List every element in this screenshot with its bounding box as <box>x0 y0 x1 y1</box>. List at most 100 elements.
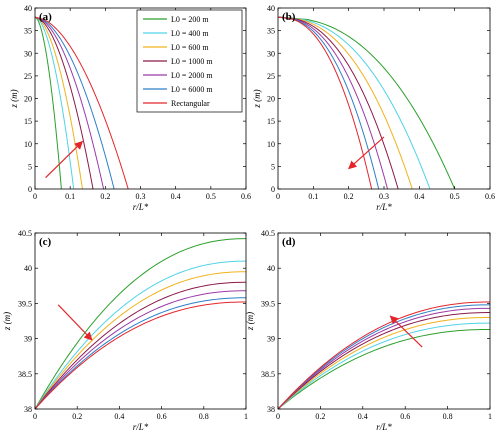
y-tick-label: 15 <box>24 117 32 126</box>
x-tick-label: 0.6 <box>241 192 251 201</box>
x-tick-label: 0.4 <box>358 412 368 421</box>
x-tick-label: 0.4 <box>171 192 181 201</box>
x-tick-label: 0 <box>33 192 37 201</box>
legend-entry: L0 = 200 m <box>171 15 209 24</box>
legend-entry: L0 = 2000 m <box>171 71 213 80</box>
panel-c: 0 0.2 0.4 0.6 0.8 1 38 38.5 39 39.5 40 40.5 r/L* z (m… <box>2 229 248 432</box>
series-line-4 <box>277 16 399 190</box>
y-tick-label: 39.5 <box>18 299 32 308</box>
y-tick-label: 39 <box>24 335 32 344</box>
series-line-3 <box>277 16 413 190</box>
x-tick-label: 0.4 <box>114 412 124 421</box>
series-line-4 <box>34 281 247 410</box>
legend-entry: L0 = 6000 m <box>171 85 213 94</box>
series-line-4 <box>34 16 94 190</box>
y-tick-label: 10 <box>24 140 32 149</box>
y-tick-label: 30 <box>24 49 32 58</box>
x-tick-label: 0.1 <box>308 192 318 201</box>
series-line-7 <box>277 16 373 190</box>
series-line-2 <box>277 322 491 410</box>
x-axis-label: r/L* <box>133 202 149 212</box>
x-axis-label: r/L* <box>376 202 392 212</box>
y-tick-label: 35 <box>267 27 275 36</box>
series-line-6 <box>277 16 380 190</box>
series-line-2 <box>34 16 75 190</box>
y-tick-label: 20 <box>267 95 275 104</box>
series-line-2 <box>34 260 247 410</box>
legend: L0 = 200 m L0 = 400 m L0 = 600 m L0 = 1000 … <box>136 9 243 113</box>
plot-frame <box>34 232 247 410</box>
x-tick-label: 0.1 <box>65 192 75 201</box>
x-tick-label: 0.2 <box>315 412 325 421</box>
panel-label: (c) <box>39 236 52 248</box>
y-tick-label: 38.5 <box>261 370 275 379</box>
x-tick-label: 0.3 <box>136 192 146 201</box>
y-tick-label: 25 <box>267 72 275 81</box>
x-tick-label: 0.5 <box>206 192 216 201</box>
x-tick-label: 0.4 <box>414 192 424 201</box>
series-line-7 <box>34 301 247 410</box>
legend-entry: L0 = 1000 m <box>171 57 213 66</box>
x-tick-label: 0.2 <box>72 412 82 421</box>
x-tick-label: 0.5 <box>450 192 460 201</box>
y-tick-label: 20 <box>24 95 32 104</box>
y-axis-label: z (m) <box>245 312 255 331</box>
y-tick-label: 0 <box>28 185 32 194</box>
trend-arrow <box>45 140 84 179</box>
y-tick-label: 40 <box>24 4 32 13</box>
y-tick-label: 25 <box>24 72 32 81</box>
panel-d: 0 0.2 0.4 0.6 0.8 1 38 38.5 39 39.5 40 40.5 r/L* z (m… <box>245 229 492 432</box>
series-line-1 <box>34 16 62 190</box>
trend-arrow <box>57 304 93 341</box>
y-tick-label: 40 <box>267 4 275 13</box>
x-tick-label: 0 <box>276 192 280 201</box>
x-tick-label: 0.3 <box>379 192 389 201</box>
y-tick-label: 30 <box>267 49 275 58</box>
series-line-3 <box>277 316 491 410</box>
y-tick-label: 5 <box>28 162 32 171</box>
y-tick-label: 0 <box>271 185 275 194</box>
x-axis-label: r/L* <box>376 422 392 432</box>
panel-b: 0 0.1 0.2 0.3 0.4 0.5 0.6 0 5 10 15 20 25 30 35 40 r/L* z… <box>252 4 495 212</box>
y-axis-label: z (m) <box>2 312 12 331</box>
x-tick-label: 1 <box>488 412 492 421</box>
plot-frame <box>277 232 491 410</box>
x-tick-label: 0.2 <box>344 192 354 201</box>
y-tick-label: 39.5 <box>261 299 275 308</box>
y-tick-label: 15 <box>267 117 275 126</box>
series-line-5 <box>34 290 247 410</box>
y-tick-label: 35 <box>24 27 32 36</box>
y-tick-label: 39 <box>267 335 275 344</box>
series-line-5 <box>277 16 389 190</box>
legend-entry: Rectangular <box>171 99 210 108</box>
y-tick-label: 40 <box>267 264 275 273</box>
y-tick-label: 38 <box>24 405 32 414</box>
panel-label: (d) <box>282 236 296 248</box>
series-line-6 <box>34 297 247 410</box>
series-line-7 <box>34 16 129 190</box>
series-line-1 <box>277 328 490 410</box>
y-tick-label: 40.5 <box>261 229 275 238</box>
series-line-3 <box>34 271 247 410</box>
series-line-4 <box>277 312 491 410</box>
legend-entry: L0 = 600 m <box>171 43 209 52</box>
y-axis-label: z (m) <box>9 89 19 108</box>
series-line-3 <box>34 16 83 190</box>
x-tick-label: 1 <box>244 412 248 421</box>
series-line-6 <box>34 16 115 190</box>
panel-label: (b) <box>282 11 296 23</box>
y-tick-label: 38.5 <box>18 370 32 379</box>
y-axis-label: z (m) <box>252 89 262 108</box>
y-tick-label: 10 <box>267 140 275 149</box>
trend-arrow <box>348 136 385 170</box>
x-tick-label: 0.6 <box>400 412 410 421</box>
legend-entry: L0 = 400 m <box>171 29 209 38</box>
x-tick-label: 0.2 <box>100 192 110 201</box>
series-line-5 <box>277 307 491 410</box>
y-tick-label: 40 <box>24 264 32 273</box>
x-tick-label: 0.6 <box>157 412 167 421</box>
series-line-5 <box>34 16 105 190</box>
series-line-1 <box>34 238 247 410</box>
x-tick-label: 0.6 <box>485 192 495 201</box>
x-axis-label: r/L* <box>133 422 149 432</box>
